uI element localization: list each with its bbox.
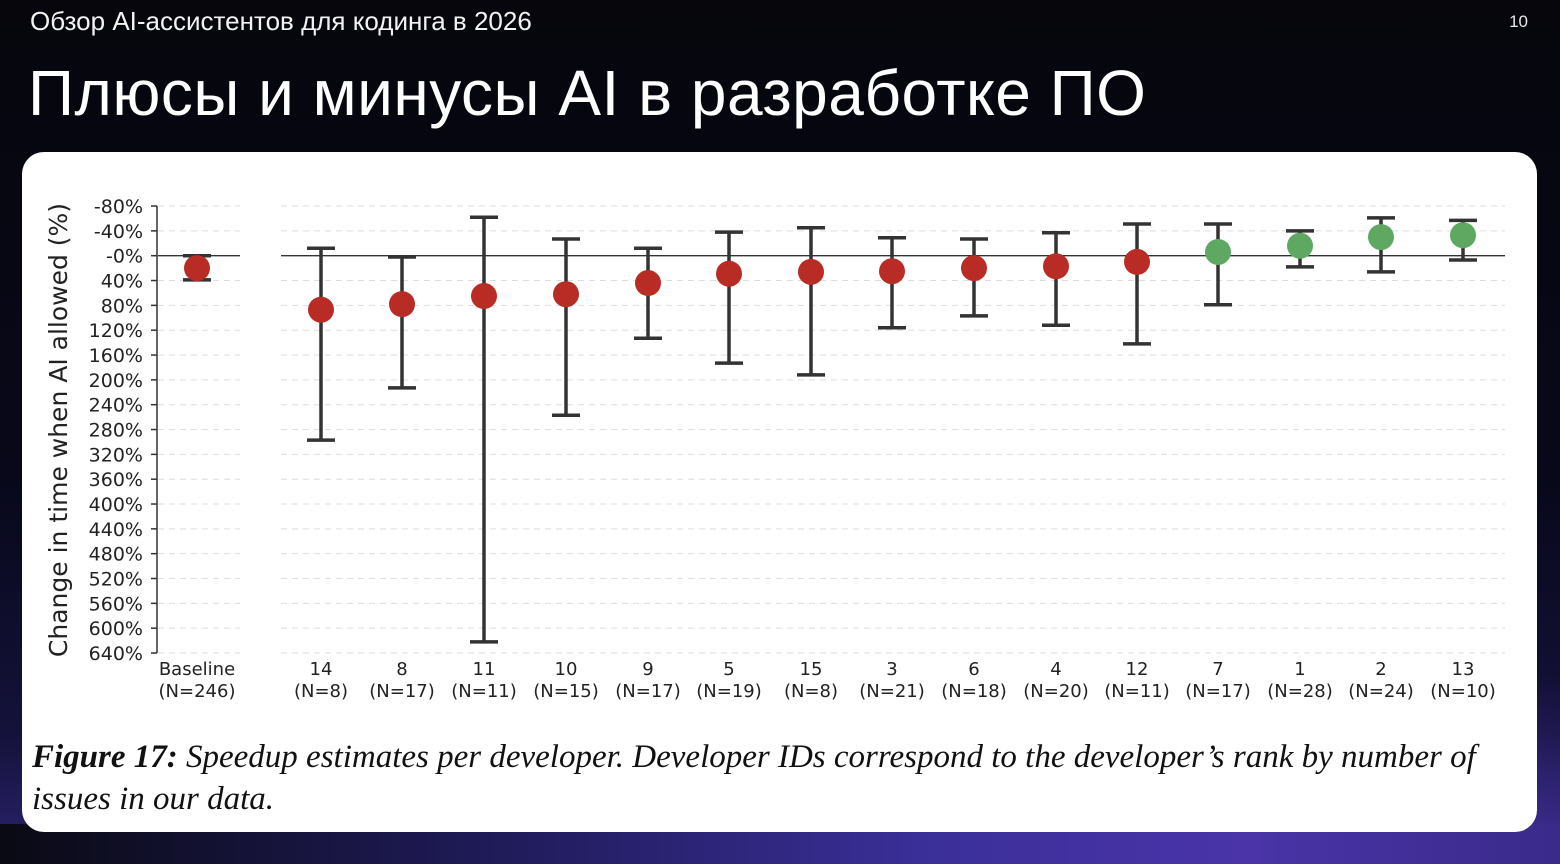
y-tick-label: 520%	[89, 569, 143, 591]
x-tick-label: 15	[800, 659, 823, 680]
x-tick-label: 9	[642, 659, 653, 680]
data-point	[308, 296, 334, 323]
y-tick-label: 640%	[89, 643, 143, 665]
data-point	[1287, 232, 1313, 259]
data-point	[798, 258, 824, 285]
x-tick-label: 2	[1375, 659, 1386, 680]
data-point	[1450, 222, 1476, 249]
x-tick-n-label: (N=18)	[941, 681, 1007, 702]
x-tick-label: 8	[396, 659, 407, 680]
y-tick-label: 480%	[89, 544, 143, 566]
figure-label: Figure 17:	[32, 739, 178, 775]
y-tick-label: 360%	[89, 469, 143, 491]
x-tick-label: 14	[310, 659, 333, 680]
x-tick-label: 1	[1294, 659, 1305, 680]
x-tick-label: 12	[1126, 659, 1149, 680]
x-tick-label: 10	[555, 659, 578, 680]
x-tick-n-label: (N=24)	[1348, 681, 1414, 702]
x-tick-n-label: (N=10)	[1430, 681, 1496, 702]
x-tick-label: 13	[1452, 659, 1475, 680]
x-tick-n-label: (N=11)	[1104, 681, 1170, 702]
x-tick-n-label: (N=17)	[369, 681, 435, 702]
x-tick-label: 3	[886, 659, 897, 680]
y-tick-label: 560%	[89, 593, 143, 615]
y-tick-label: 400%	[89, 494, 143, 516]
y-tick-label: 40%	[101, 271, 143, 293]
x-tick-n-label: (N=8)	[294, 681, 348, 702]
x-tick-label: 11	[473, 659, 496, 680]
x-tick-label: 7	[1212, 659, 1223, 680]
data-point	[635, 270, 661, 297]
x-tick-n-label: (N=28)	[1267, 681, 1333, 702]
data-point	[1205, 238, 1231, 265]
x-tick-n-label: (N=15)	[533, 681, 599, 702]
y-tick-label: 80%	[101, 295, 143, 317]
x-tick-n-label: (N=20)	[1023, 681, 1089, 702]
y-tick-label: -80%	[94, 196, 143, 218]
data-point	[716, 260, 742, 287]
x-tick-n-label: (N=8)	[784, 681, 838, 702]
page-number: 10	[1509, 12, 1528, 31]
x-tick-n-label: (N=17)	[1185, 681, 1251, 702]
y-tick-label: 440%	[89, 519, 143, 541]
data-point	[961, 255, 987, 282]
y-tick-label: 280%	[89, 420, 143, 442]
data-point	[553, 281, 579, 308]
x-tick-label: 5	[723, 659, 734, 680]
figure-caption-text: Speedup estimates per developer. Develop…	[32, 739, 1476, 817]
y-tick-label: 240%	[89, 395, 143, 417]
x-tick-n-label: (N=11)	[451, 681, 517, 702]
data-point	[184, 255, 210, 282]
figure-card	[22, 152, 1537, 832]
x-tick-n-label: (N=246)	[159, 681, 236, 702]
figure-caption: Figure 17: Speedup estimates per develop…	[32, 736, 1532, 820]
y-tick-label: -0%	[106, 246, 143, 268]
data-point	[1368, 224, 1394, 251]
slide-subtitle: Обзор AI-ассистентов для кодинга в 2026	[30, 6, 532, 36]
slide-title: Плюсы и минусы AI в разработке ПО	[28, 57, 1147, 129]
data-point	[389, 291, 415, 318]
y-tick-label: -40%	[94, 221, 143, 243]
data-point	[1124, 248, 1150, 275]
data-point	[471, 283, 497, 310]
y-tick-label: 320%	[89, 444, 143, 466]
x-tick-label: 6	[968, 659, 979, 680]
x-tick-n-label: (N=21)	[859, 681, 925, 702]
y-axis-label: Change in time when AI allowed (%)	[44, 203, 73, 657]
y-tick-label: 160%	[89, 345, 143, 367]
y-tick-label: 600%	[89, 618, 143, 640]
y-tick-label: 200%	[89, 370, 143, 392]
x-tick-label: 4	[1050, 659, 1061, 680]
x-tick-n-label: (N=17)	[615, 681, 681, 702]
data-point	[879, 258, 905, 285]
data-point	[1043, 253, 1069, 280]
y-tick-label: 120%	[89, 320, 143, 342]
x-tick-n-label: (N=19)	[696, 681, 762, 702]
x-tick-label: Baseline	[159, 659, 235, 680]
